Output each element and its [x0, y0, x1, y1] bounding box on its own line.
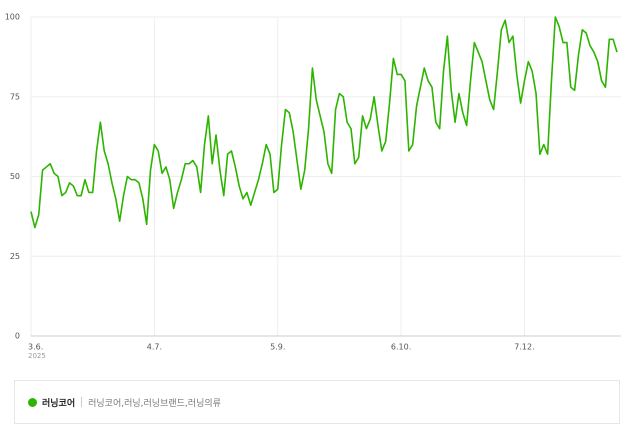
separator: [81, 397, 83, 407]
data-line: [30, 16, 618, 229]
chart: 0 25 50 75 100 3.6.2025 4.7. 5.9. 6.10. 7.12.: [5, 13, 621, 360]
y-tick-label: 25: [10, 252, 20, 261]
x-tick-label: 7.12.: [514, 343, 534, 352]
x-tick-label: 4.7.: [147, 343, 162, 352]
y-tick-label: 100: [5, 13, 20, 22]
legend-marker: [28, 397, 37, 407]
x-tick-label: 6.10.: [391, 343, 411, 352]
y-tick-label: 75: [10, 92, 20, 101]
legend-keywords: 러닝코어,러닝,러닝브랜드,러닝의류: [88, 398, 221, 409]
legend: 러닝코어 러닝코어,러닝,러닝브랜드,러닝의류: [14, 380, 620, 424]
x-tick-label: 5.9.: [270, 343, 285, 352]
x-tick-label: 3.6.: [28, 343, 43, 352]
legend-name: 러닝코어: [42, 398, 76, 409]
y-tick-label: 50: [10, 172, 20, 181]
y-tick-label: 0: [15, 332, 20, 341]
x-sublabel: 2025: [28, 352, 46, 360]
